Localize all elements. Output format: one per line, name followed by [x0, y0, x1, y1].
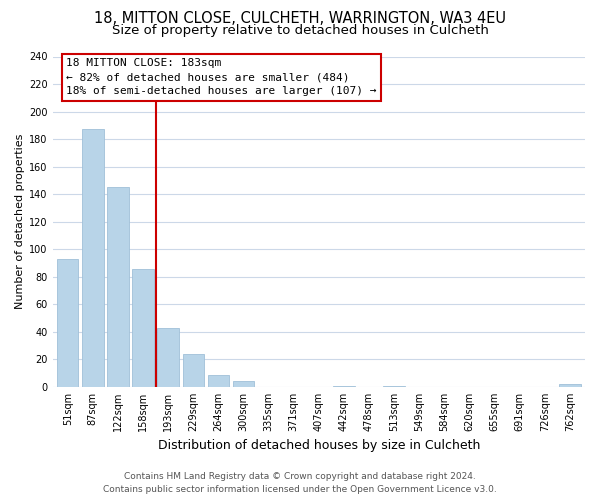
- Bar: [559, 384, 581, 387]
- X-axis label: Distribution of detached houses by size in Culcheth: Distribution of detached houses by size …: [158, 440, 480, 452]
- Bar: [182, 354, 204, 387]
- Text: Size of property relative to detached houses in Culcheth: Size of property relative to detached ho…: [112, 24, 488, 37]
- Bar: [333, 386, 355, 387]
- Text: 18 MITTON CLOSE: 183sqm
← 82% of detached houses are smaller (484)
18% of semi-d: 18 MITTON CLOSE: 183sqm ← 82% of detache…: [66, 58, 376, 96]
- Bar: [208, 374, 229, 387]
- Text: Contains HM Land Registry data © Crown copyright and database right 2024.
Contai: Contains HM Land Registry data © Crown c…: [103, 472, 497, 494]
- Y-axis label: Number of detached properties: Number of detached properties: [15, 134, 25, 310]
- Bar: [157, 328, 179, 387]
- Bar: [383, 386, 405, 387]
- Bar: [57, 259, 79, 387]
- Bar: [82, 130, 104, 387]
- Text: 18, MITTON CLOSE, CULCHETH, WARRINGTON, WA3 4EU: 18, MITTON CLOSE, CULCHETH, WARRINGTON, …: [94, 11, 506, 26]
- Bar: [233, 382, 254, 387]
- Bar: [133, 268, 154, 387]
- Bar: [107, 188, 128, 387]
